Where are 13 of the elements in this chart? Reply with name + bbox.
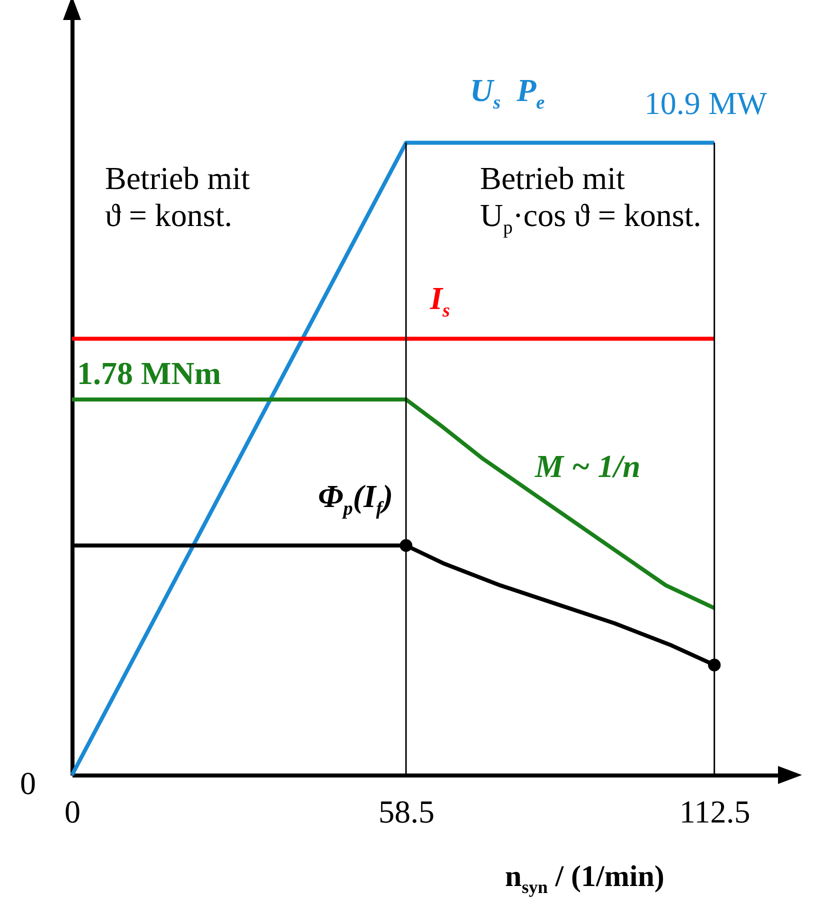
series-label: Φ$_{p}$(I$_{f}$): [318, 478, 393, 520]
annotation: 10.9 MW: [644, 84, 767, 122]
annotation: 1.78 MNm: [77, 355, 221, 392]
text: 0: [20, 765, 36, 802]
annotation: Betrieb mit ϑ = konst.: [105, 160, 250, 234]
x-tick-label: 0: [64, 794, 80, 830]
series-label: U$_{s}$ P$_{e}$: [470, 72, 545, 114]
x-tick-label: 112.5: [679, 794, 750, 830]
series-label: I$_{s}$: [430, 280, 450, 322]
series-label: M ~ 1/n: [535, 448, 640, 485]
x-axis-title: n$_{syn}$ / (1/min): [505, 860, 664, 898]
annotation: Betrieb mit U$_{p}$·cos ϑ = konst.: [480, 160, 702, 240]
x-tick-label: 58.5: [378, 794, 435, 830]
